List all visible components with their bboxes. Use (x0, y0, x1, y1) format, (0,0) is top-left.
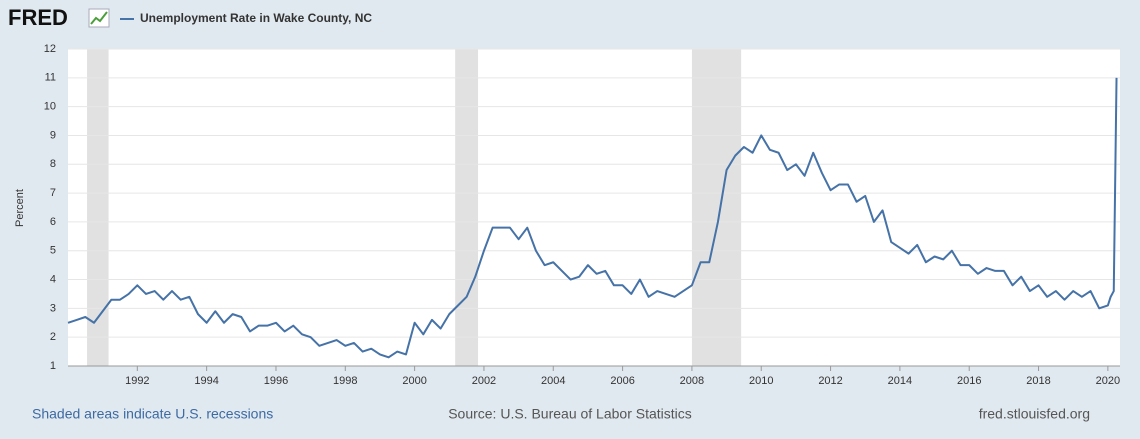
y-tick-label: 6 (50, 216, 56, 228)
x-tick-label: 1998 (333, 375, 357, 387)
x-tick-label: 2016 (957, 375, 981, 387)
y-tick-label: 12 (44, 43, 56, 55)
x-tick-label: 2010 (749, 375, 773, 387)
recession-band (455, 49, 479, 366)
x-tick-label: 2002 (472, 375, 496, 387)
y-tick-label: 10 (44, 101, 56, 113)
x-tick-label: 2014 (888, 375, 912, 387)
x-tick-label: 2020 (1096, 375, 1120, 387)
recession-band (87, 49, 109, 366)
x-tick-label: 1994 (194, 375, 218, 387)
x-tick-label: 2004 (541, 375, 565, 387)
x-tick-label: 2006 (610, 375, 634, 387)
footer-url: fred.stlouisfed.org (979, 406, 1090, 422)
legend-label: Unemployment Rate in Wake County, NC (140, 11, 372, 25)
data-line (67, 77, 1118, 359)
logo-icon (88, 8, 110, 28)
y-tick-label: 1 (50, 360, 56, 372)
y-tick-label: 8 (50, 158, 56, 170)
y-tick-label: 3 (50, 302, 56, 314)
x-tick-label: 2000 (402, 375, 426, 387)
y-tick-label: 7 (50, 187, 56, 199)
footer-source: Source: U.S. Bureau of Labor Statistics (448, 406, 692, 422)
x-tick-label: 2008 (680, 375, 704, 387)
y-tick-label: 9 (50, 129, 56, 141)
logo: FRED (8, 5, 68, 30)
x-tick-label: 1992 (125, 375, 149, 387)
y-tick-label: 11 (45, 72, 56, 84)
y-tick-label: 4 (50, 273, 56, 285)
plot-area (68, 49, 1120, 366)
footer-note: Shaded areas indicate U.S. recessions (32, 406, 273, 422)
x-tick-label: 2018 (1026, 375, 1050, 387)
recession-band (691, 49, 742, 366)
y-tick-label: 5 (50, 245, 56, 257)
x-tick-label: 2012 (818, 375, 842, 387)
y-tick-label: 2 (50, 331, 56, 343)
x-tick-label: 1996 (264, 375, 288, 387)
y-axis-label: Percent (14, 189, 26, 227)
